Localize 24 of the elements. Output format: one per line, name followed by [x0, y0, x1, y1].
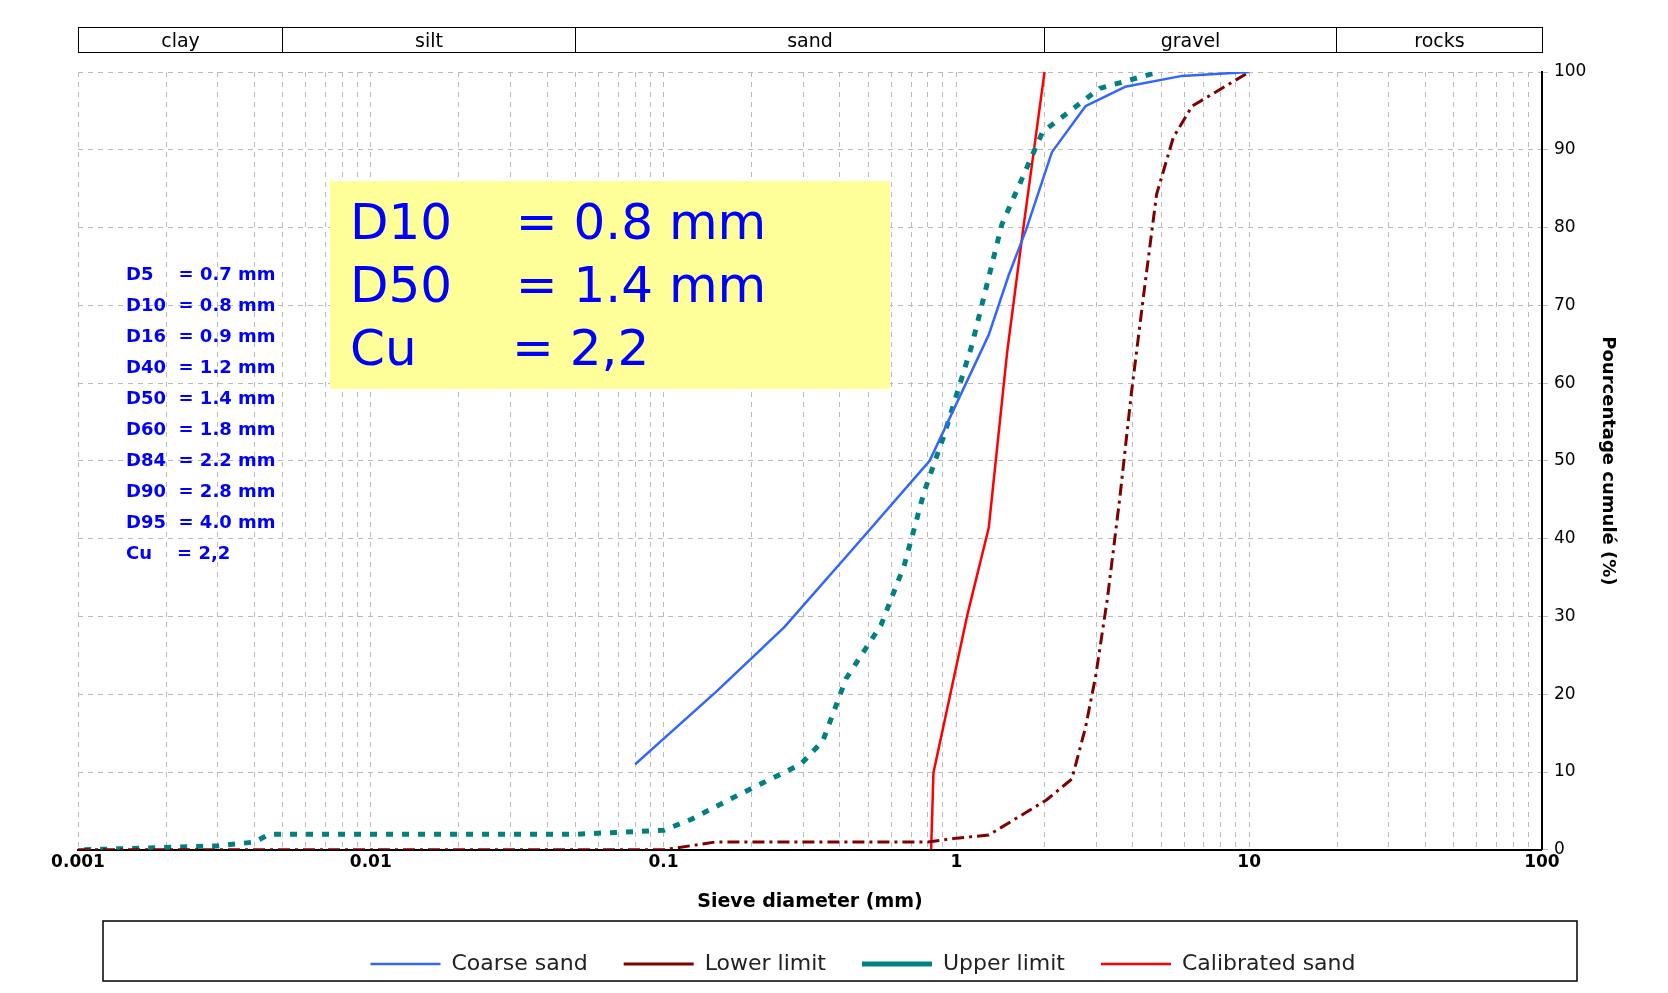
y-tick-label: 20 — [1553, 682, 1576, 703]
y-tick-label: 50 — [1553, 449, 1576, 470]
y-tick-label: 80 — [1553, 215, 1576, 236]
y-axis-title: Pourcentage cumulé (%) — [1598, 336, 1620, 586]
x-tick-label: 1 — [950, 851, 963, 872]
size-class-strip: clay silt sand gravel rocks — [78, 27, 1543, 53]
legend-label: Upper limit — [942, 949, 1066, 975]
legend-label: Calibrated sand — [1181, 949, 1356, 975]
annotation: D10 = 0.8 mm D50 = 1.4 mm Cu = 2,2 — [330, 181, 890, 389]
text: D5 = 0.7 mm D10 = 0.8 mm D16 = 0.9 mm D40 = 1.2 mm D50 = 1.4 mm D60 = 1.8 mm D84 = 2.2 mm D90 = 2.8 mm D95 = 4.0 mm Cu = 2,2 — [126, 263, 276, 563]
x-axis-title: Sieve diameter (mm) — [697, 888, 923, 911]
y-tick-label: 10 — [1553, 760, 1576, 781]
x-tick-label: 0.001 — [51, 851, 105, 872]
legend-label: Coarse sand — [451, 949, 588, 975]
y-tick-label: 70 — [1553, 293, 1576, 314]
y-tick-label: 60 — [1553, 371, 1576, 392]
legend-label: Lower limit — [704, 949, 827, 975]
y-tick-label: 100 — [1553, 60, 1587, 81]
x-tick-label: 0.01 — [349, 851, 392, 872]
y-tick-label: 30 — [1553, 604, 1576, 625]
y-tick-label: 40 — [1553, 527, 1576, 548]
x-tick-label: 10 — [1237, 851, 1262, 872]
x-tick-label: 0.1 — [648, 851, 679, 872]
y-tick-label: 90 — [1553, 138, 1576, 159]
